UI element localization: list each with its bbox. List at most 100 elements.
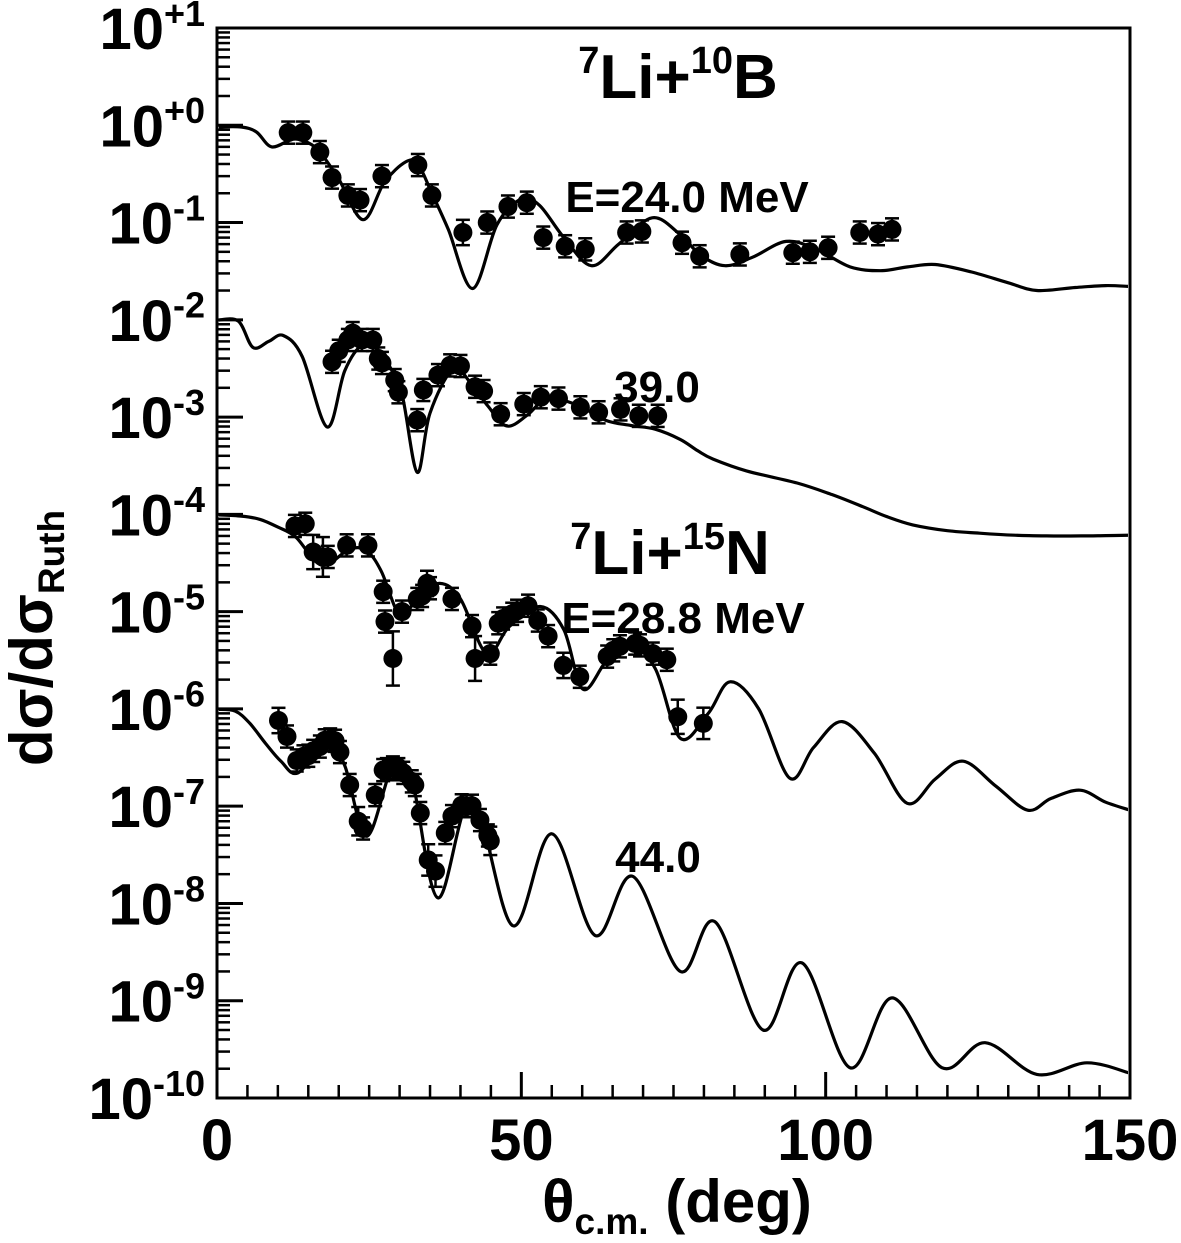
data-point [570, 667, 590, 687]
data-point [410, 803, 430, 823]
points-series-4 [268, 706, 500, 889]
data-point [462, 796, 482, 816]
points-series-1 [278, 120, 902, 269]
points-series-3 [285, 511, 713, 741]
y-tick-label: 10-9 [108, 966, 205, 1035]
y-tick-label: 10-6 [108, 674, 205, 743]
x-tick-label: 50 [489, 1108, 554, 1173]
data-point [365, 785, 385, 805]
data-point [617, 223, 637, 243]
y-tick-label: 10-10 [88, 1063, 205, 1132]
data-point [648, 406, 668, 426]
data-point [392, 602, 412, 622]
data-point [465, 648, 485, 668]
y-axis-title: dσ/dσRuth [0, 510, 72, 766]
data-point [413, 380, 433, 400]
data-point [498, 197, 518, 217]
data-point [295, 514, 315, 534]
data-point [310, 142, 330, 162]
data-point [672, 233, 692, 253]
data-point [517, 193, 537, 213]
data-point [818, 238, 838, 258]
y-tick-label: 10-3 [108, 382, 205, 451]
data-point [882, 219, 902, 239]
data-point [553, 655, 573, 675]
energy-label-1: E=24.0 MeV [565, 173, 809, 222]
data-point [800, 242, 820, 262]
data-point [426, 861, 446, 881]
data-point [730, 244, 750, 264]
curve-series-4 [219, 707, 1128, 1077]
y-tick-label: 10+0 [99, 90, 205, 159]
data-point [278, 123, 298, 143]
data-point [514, 394, 534, 414]
data-point [268, 711, 288, 731]
data-point [480, 644, 500, 664]
data-point [657, 650, 677, 670]
data-point [330, 742, 350, 762]
y-tick-label: 10-4 [108, 479, 205, 548]
y-tick-label: 10-1 [108, 187, 205, 256]
data-point [491, 404, 511, 424]
x-axis-title: θc.m. (deg) [542, 1168, 812, 1242]
data-point [690, 246, 710, 266]
data-point [375, 612, 395, 632]
data-point [548, 389, 568, 409]
points-series-2 [322, 320, 668, 433]
annotations-layer: 7Li+10B E=24.0 MeV 39.0 7Li+15N E=28.8 MeV 44… [561, 40, 809, 882]
data-point [277, 727, 297, 747]
data-point [322, 168, 342, 188]
data-point [350, 190, 370, 210]
data-point [850, 223, 870, 243]
data-point [337, 535, 357, 555]
data-point [610, 636, 630, 656]
data-point [783, 243, 803, 263]
data-point [528, 611, 548, 631]
y-tick-label: 10-2 [108, 285, 205, 354]
x-tick-label: 150 [1082, 1108, 1179, 1173]
data-point [318, 547, 338, 567]
data-point [477, 213, 497, 233]
data-point [611, 399, 631, 419]
data-point [442, 589, 462, 609]
data-points-layer [268, 120, 902, 889]
data-point [372, 166, 392, 186]
data-point [340, 775, 360, 795]
x-tick-label: 100 [777, 1108, 874, 1173]
data-point [353, 818, 373, 838]
data-point [453, 223, 473, 243]
data-point [358, 535, 378, 555]
data-point [538, 626, 558, 646]
energy-label-3: E=28.8 MeV [561, 594, 805, 643]
data-point [533, 228, 553, 248]
data-point [408, 155, 428, 175]
data-point [383, 648, 403, 668]
data-point [589, 402, 609, 422]
data-point [570, 397, 590, 417]
data-point [373, 582, 393, 602]
energy-label-4: 44.0 [615, 833, 701, 882]
data-point [693, 713, 713, 733]
data-point [363, 330, 383, 350]
data-point [450, 356, 470, 376]
data-point [388, 382, 408, 402]
y-tick-label: 10-7 [108, 771, 205, 840]
y-tick-label: 10-8 [108, 868, 205, 937]
data-point [555, 236, 575, 256]
data-point [462, 616, 482, 636]
data-point [632, 221, 652, 241]
data-point [668, 707, 688, 727]
x-tick-label: 0 [201, 1108, 233, 1173]
data-point [531, 387, 551, 407]
data-point [575, 239, 595, 259]
data-point [629, 406, 649, 426]
y-tick-label: 10+1 [99, 0, 205, 62]
data-point [405, 775, 425, 795]
data-point [407, 410, 427, 430]
data-point [372, 353, 392, 373]
reaction-title-1: 7Li+10B [578, 40, 778, 112]
reaction-title-2: 7Li+15N [570, 516, 770, 588]
